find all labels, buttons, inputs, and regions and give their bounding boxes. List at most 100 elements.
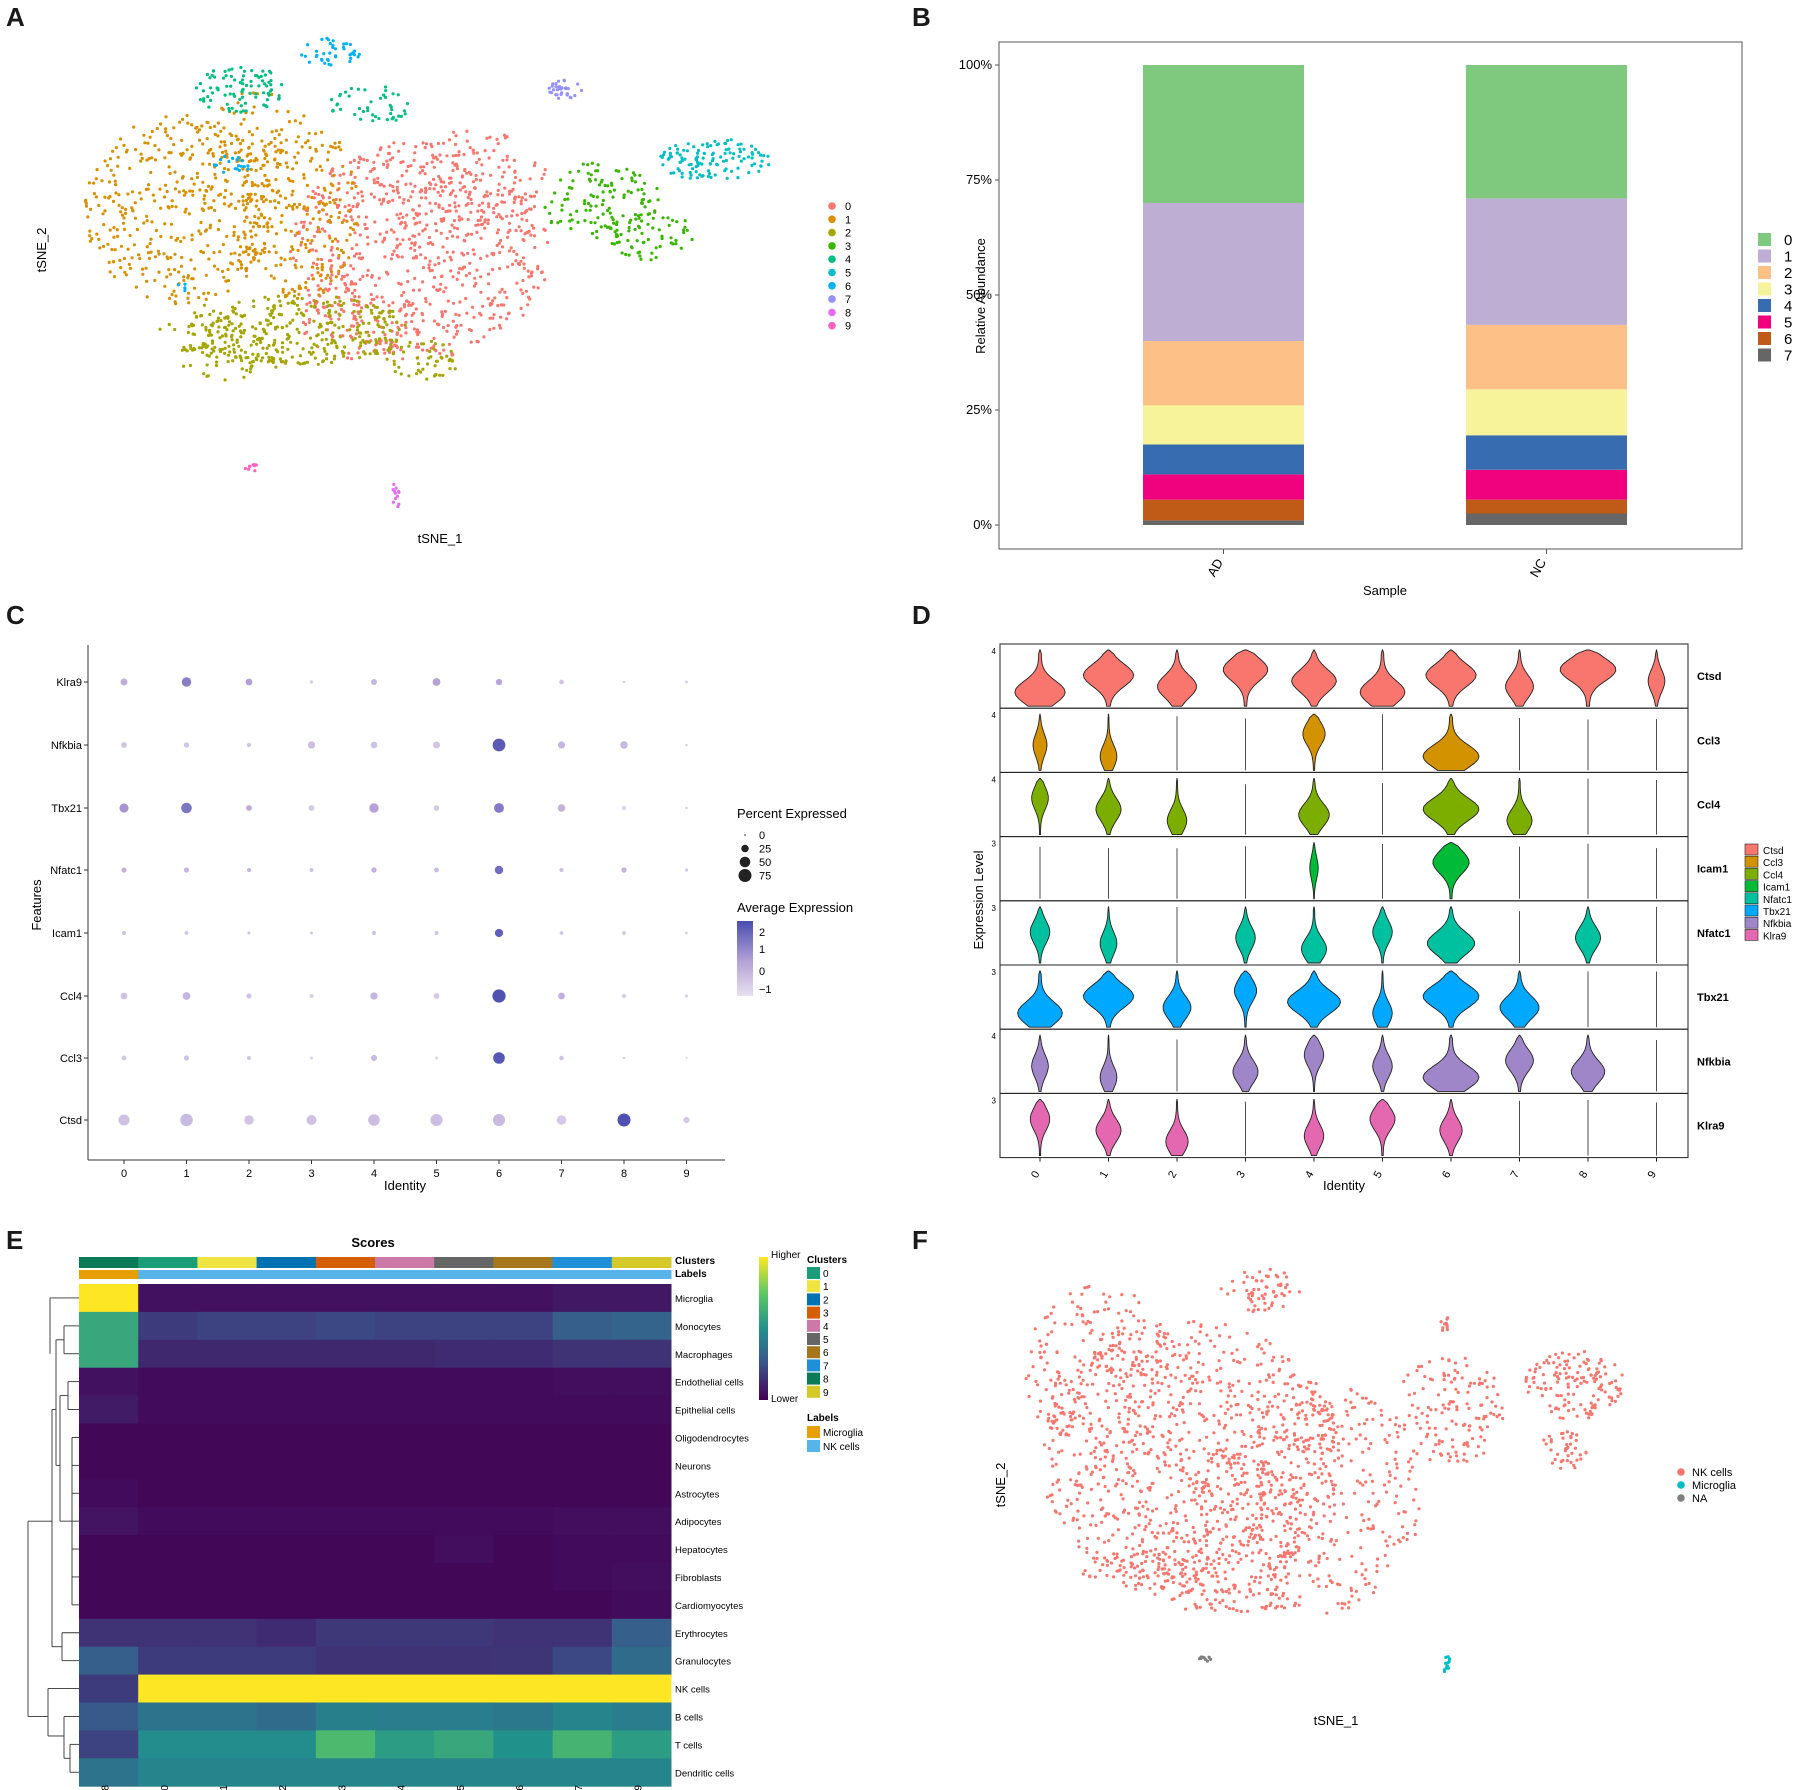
- point-cluster-1: [120, 213, 124, 217]
- point-cluster-0: [453, 201, 457, 205]
- point-cluster-4: [385, 118, 389, 122]
- point-nk-cells: [1287, 1443, 1291, 1448]
- point-cluster-0: [414, 307, 418, 311]
- point-cluster-0: [440, 312, 445, 316]
- point-nk-cells: [1190, 1374, 1194, 1378]
- annot-cluster-7: [552, 1257, 613, 1268]
- point-cluster-0: [515, 281, 519, 285]
- point-cluster-1: [339, 265, 343, 269]
- point-cluster-0: [479, 256, 483, 260]
- violin-Ctsd-1: [1082, 649, 1135, 707]
- cluster-label-1: 1: [823, 1282, 829, 1293]
- point-nk-cells: [1223, 1411, 1227, 1415]
- point-cluster-0: [500, 175, 505, 179]
- point-cluster-3: [559, 219, 563, 223]
- point-nk-cells: [1440, 1357, 1444, 1361]
- point-cluster-1: [202, 197, 206, 201]
- point-cluster-2: [227, 320, 232, 324]
- point-cluster-1: [226, 279, 231, 283]
- point-cluster-5: [737, 154, 741, 158]
- point-cluster-2: [415, 356, 419, 360]
- point-nk-cells: [1130, 1484, 1135, 1488]
- point-cluster-2: [208, 332, 212, 337]
- point-cluster-0: [405, 213, 409, 217]
- point-nk-cells: [1267, 1562, 1271, 1566]
- point-nk-cells: [1085, 1550, 1089, 1554]
- point-cluster-1: [295, 231, 299, 235]
- cell-Dendritic-cells-1: [197, 1758, 258, 1787]
- point-cluster-5: [727, 147, 731, 151]
- point-nk-cells: [1250, 1406, 1254, 1411]
- point-nk-cells: [1116, 1326, 1120, 1330]
- point-nk-cells: [1297, 1383, 1301, 1387]
- point-cluster-0: [328, 171, 332, 176]
- point-cluster-1: [138, 256, 142, 261]
- point-nk-cells: [1344, 1515, 1349, 1520]
- point-nk-cells: [1242, 1432, 1246, 1436]
- point-cluster-2: [359, 309, 363, 313]
- point-cluster-2: [381, 309, 385, 313]
- point-nk-cells: [1143, 1451, 1147, 1455]
- point-nk-cells: [1071, 1387, 1075, 1392]
- point-cluster-2: [334, 295, 339, 299]
- point-cluster-4: [225, 102, 229, 106]
- point-cluster-1: [257, 208, 261, 212]
- point-cluster-1: [290, 287, 294, 291]
- point-nk-cells: [1446, 1373, 1451, 1377]
- point-cluster-0: [402, 303, 407, 307]
- point-cluster-2: [289, 340, 293, 344]
- point-cluster-0: [327, 196, 331, 200]
- point-cluster-0: [487, 205, 491, 209]
- point-cluster-3: [590, 231, 595, 236]
- point-nk-cells: [1209, 1456, 1214, 1461]
- point-cluster-1: [198, 188, 202, 192]
- point-nk-cells: [1249, 1494, 1253, 1499]
- point-nk-cells: [1154, 1350, 1158, 1354]
- point-cluster-1: [249, 260, 253, 264]
- point-cluster-0: [440, 274, 444, 278]
- point-cluster-0: [289, 250, 293, 254]
- point-cluster-0: [525, 218, 529, 223]
- dot-Klra9-0: [120, 678, 128, 686]
- point-nk-cells: [1261, 1415, 1265, 1419]
- point-cluster-2: [253, 334, 257, 338]
- panel-c: Klra9NfkbiaTbx21Nfatc1Icam1Ccl4Ccl3Ctsd …: [29, 645, 853, 1193]
- point-nk-cells: [1181, 1466, 1185, 1470]
- legend-label-Klra9: Klra9: [1763, 931, 1787, 942]
- dot-Tbx21-7: [557, 804, 566, 812]
- point-nk-cells: [1494, 1404, 1498, 1408]
- point-cluster-2: [445, 354, 449, 358]
- point-cluster-0: [409, 164, 413, 168]
- point-cluster-0: [543, 168, 547, 172]
- point-nk-cells: [1454, 1387, 1458, 1391]
- point-cluster-0: [463, 169, 467, 173]
- point-nk-cells: [1061, 1428, 1065, 1432]
- point-cluster-6: [183, 282, 187, 286]
- row-Neurons: Neurons: [675, 1461, 711, 1472]
- point-cluster-3: [666, 216, 670, 220]
- point-cluster-2: [215, 355, 219, 359]
- point-cluster-1: [237, 150, 241, 154]
- point-cluster-2: [267, 343, 271, 348]
- point-cluster-0: [336, 272, 341, 276]
- point-cluster-5: [759, 164, 763, 168]
- point-cluster-1: [202, 292, 206, 296]
- point-cluster-0: [470, 305, 475, 309]
- point-nk-cells: [1212, 1507, 1216, 1511]
- point-nk-cells: [1227, 1460, 1231, 1464]
- point-cluster-1: [287, 291, 291, 295]
- point-cluster-2: [256, 354, 260, 358]
- point-cluster-1: [338, 198, 342, 202]
- point-cluster-2: [407, 374, 411, 378]
- point-nk-cells: [1280, 1355, 1284, 1359]
- point-nk-cells: [1205, 1533, 1209, 1537]
- point-nk-cells: [1201, 1490, 1205, 1494]
- point-cluster-3: [606, 208, 610, 213]
- point-cluster-1: [115, 228, 119, 232]
- bar-NC-4: [1466, 435, 1627, 470]
- point-cluster-2: [167, 322, 171, 327]
- point-cluster-1: [103, 209, 107, 213]
- point-nk-cells: [1304, 1457, 1309, 1461]
- point-cluster-0: [379, 202, 383, 206]
- point-cluster-0: [395, 331, 399, 335]
